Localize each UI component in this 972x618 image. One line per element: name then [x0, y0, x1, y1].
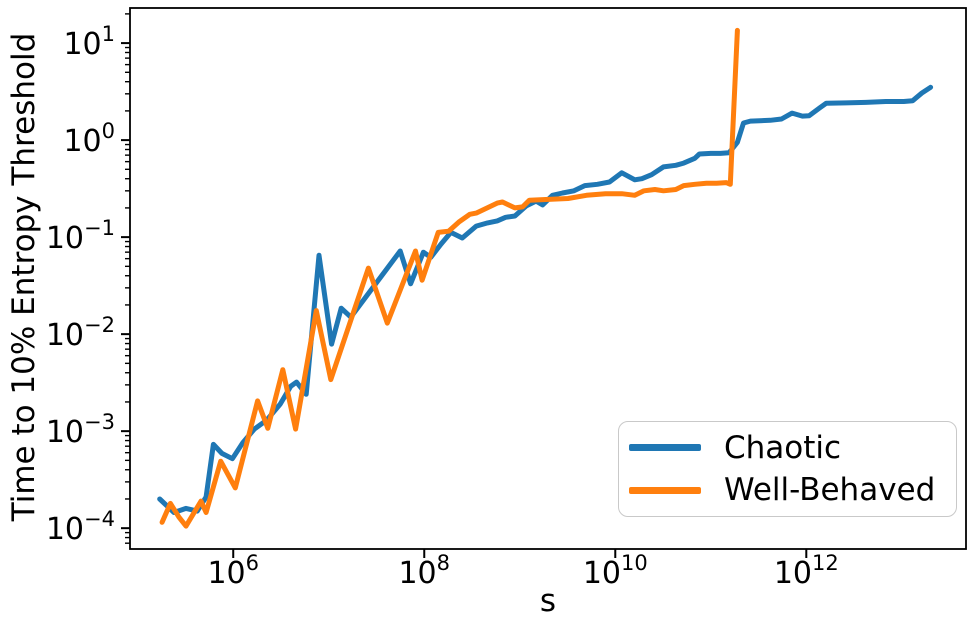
y-tick-label: 10−3: [46, 410, 115, 450]
x-tick-label: 1012: [774, 551, 839, 591]
y-tick-label: 100: [63, 119, 115, 159]
x-tick-label: 1010: [583, 551, 648, 591]
y-axis-label: Time to 10% Entropy Threshold: [6, 32, 42, 522]
series-well-behaved-line: [159, 27, 740, 529]
legend: Chaotic Well-Behaved: [618, 421, 957, 517]
x-tick-label: 106: [207, 551, 259, 591]
y-tick-label: 10−2: [46, 313, 115, 353]
well-behaved-line-swatch: [629, 486, 701, 495]
legend-label-well-behaved: Well-Behaved: [724, 472, 936, 509]
chaotic-line-swatch: [629, 443, 701, 452]
legend-label-chaotic: Chaotic: [724, 429, 842, 466]
series-chaotic-line: [157, 84, 934, 515]
x-tick-label: 108: [398, 551, 450, 591]
x-axis-label: s: [539, 583, 557, 618]
plot-frame: [129, 7, 967, 550]
y-tick-label: 10−1: [46, 216, 115, 256]
legend-entry-chaotic: Chaotic: [629, 427, 950, 469]
legend-entry-well-behaved: Well-Behaved: [629, 469, 950, 511]
y-tick-label: 101: [63, 22, 115, 62]
y-tick-label: 10−4: [46, 507, 115, 547]
